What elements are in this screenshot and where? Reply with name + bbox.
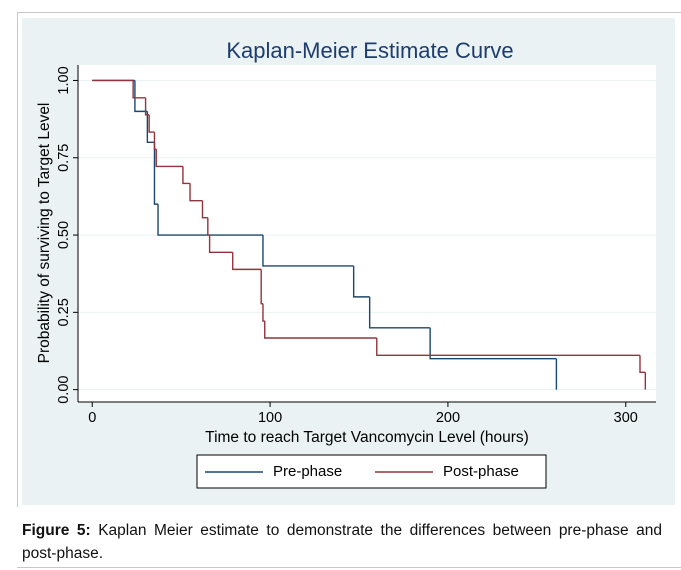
step-segment: [157, 204, 263, 236]
step-segment: [429, 327, 557, 360]
step-segment: [148, 114, 155, 133]
chart: Kaplan-Meier Estimate Curve Time to reac…: [22, 18, 675, 505]
step-segment: [201, 200, 208, 219]
plot-area: [78, 65, 656, 402]
x-axis-title: Time to reach Target Vancomycin Level (h…: [205, 429, 529, 446]
y-tick-label: 0.25: [56, 298, 72, 326]
caption: Figure 5: Kaplan Meier estimate to demon…: [22, 519, 662, 565]
step-segment: [144, 97, 150, 116]
step-segment: [262, 235, 354, 267]
step-segment: [134, 80, 148, 113]
legend-label: Post-phase: [443, 463, 519, 480]
y-tick-label: 1.00: [56, 66, 72, 94]
legend-label: Pre-phase: [273, 463, 342, 480]
chart-title: Kaplan-Meier Estimate Curve: [226, 38, 513, 63]
caption-text: Kaplan Meier estimate to demonstrate the…: [22, 522, 663, 562]
caption-rule: [17, 567, 681, 568]
step-segment: [182, 166, 191, 185]
y-tick-label: 0.50: [56, 221, 72, 249]
step-segment: [352, 265, 370, 298]
figure-frame: [17, 12, 681, 507]
x-tick-label: 100: [258, 410, 282, 426]
step-segment: [155, 149, 183, 168]
y-axis-title: Probability of surviving to Target Level: [36, 103, 53, 364]
y-tick-label: 0.00: [56, 376, 72, 404]
step-segment: [368, 296, 431, 329]
step-segment: [232, 252, 262, 271]
x-tick-label: 200: [436, 410, 460, 426]
y-tick-label: 0.75: [56, 144, 72, 172]
step-segment: [639, 355, 646, 374]
x-tick-label: 0: [88, 410, 96, 426]
step-segment: [132, 80, 146, 99]
step-segment: [153, 132, 157, 150]
caption-label: Figure 5:: [22, 522, 91, 539]
step-segment: [264, 320, 377, 339]
step-segment: [189, 183, 203, 202]
x-tick-label: 300: [614, 410, 638, 426]
step-segment: [146, 111, 155, 143]
step-segment: [376, 338, 640, 357]
step-segment: [208, 235, 233, 254]
step-segment: [153, 142, 159, 205]
step-segment: [262, 303, 265, 322]
